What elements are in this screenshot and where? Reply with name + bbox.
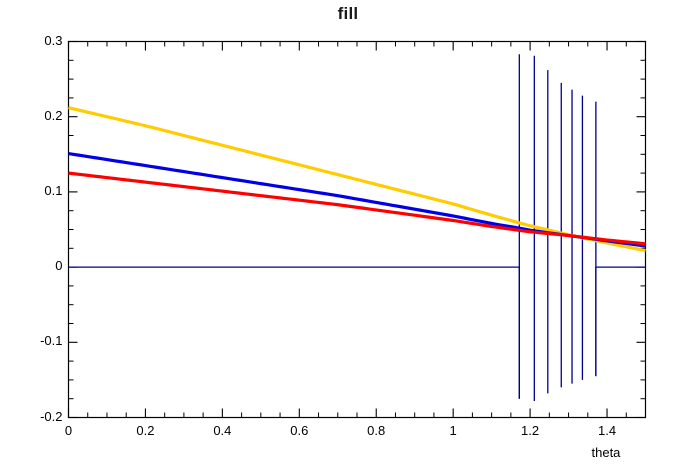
y-tick-label: 0.1 (44, 182, 63, 198)
x-axis-title: theta (591, 444, 621, 460)
y-tick-label: 0 (55, 258, 63, 274)
y-tick-label: -0.1 (40, 333, 63, 349)
axis-ticks (67, 40, 646, 419)
y-tick-label: 0.3 (44, 32, 63, 48)
x-tick-label: 0.6 (290, 422, 309, 438)
navy-histogram-series (68, 54, 646, 401)
x-tick-label: 0 (64, 422, 73, 438)
page-title: fill (337, 4, 359, 23)
x-tick-label: 1.2 (521, 422, 540, 438)
x-tick-label: 0.2 (136, 422, 155, 438)
x-tick-label: 0.4 (213, 422, 232, 438)
x-tick-label: 1 (449, 422, 457, 438)
x-tick-label: 1.4 (597, 422, 617, 438)
y-tick-label: -0.2 (40, 408, 63, 424)
y-tick-label: 0.2 (44, 107, 63, 123)
plot-frame (67, 40, 647, 419)
line-series-group (68, 106, 646, 253)
x-tick-label: 0.8 (367, 422, 386, 438)
